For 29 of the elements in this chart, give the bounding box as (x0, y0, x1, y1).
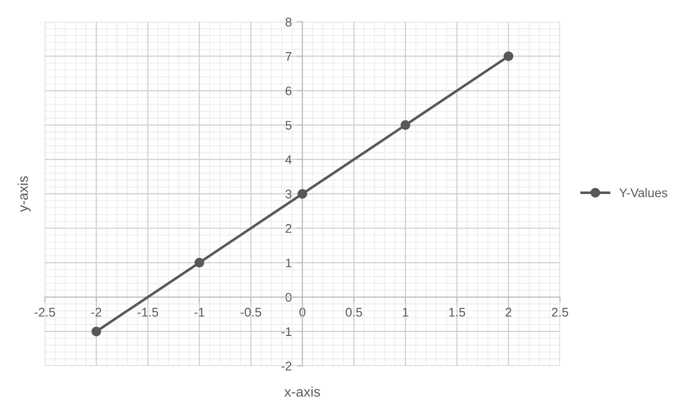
x-tick-label: 1 (402, 308, 408, 317)
y-tick-label: 1 (286, 258, 292, 268)
y-tick-label: 2 (286, 224, 292, 233)
x-tick-label: -2 (91, 308, 102, 317)
x-tick-label: 1.5 (449, 308, 466, 317)
y-tick-label: -2 (281, 362, 292, 370)
x-tick-label: 0 (299, 308, 306, 317)
x-tick-label: -1.5 (138, 308, 158, 317)
point (400, 120, 410, 130)
point (504, 51, 514, 62)
x-tick-label: -0.5 (240, 308, 262, 317)
y-tick-label: 3 (286, 190, 292, 198)
point (194, 258, 204, 268)
point (91, 326, 102, 336)
y-tick-label: 5 (286, 120, 292, 130)
point (298, 188, 308, 199)
x-tick-label: 2 (506, 308, 512, 317)
y-tick-label: -1 (281, 327, 292, 336)
y-tick-label: 6 (286, 86, 292, 96)
y-tick-label: 4 (285, 155, 292, 164)
y-tick-label: 7 (286, 52, 292, 61)
x-tick-label: -2.5 (34, 308, 56, 317)
x-axis-title: x-axis (284, 386, 320, 397)
y-tick-label: 8 (286, 18, 292, 26)
x-tick-label: -1 (194, 308, 204, 317)
y-axis-title: y-axis (18, 176, 31, 212)
x-tick-label: 0.5 (346, 308, 362, 317)
legend-label: Y-Values (619, 188, 668, 198)
x-tick-label: 2.5 (552, 308, 568, 317)
